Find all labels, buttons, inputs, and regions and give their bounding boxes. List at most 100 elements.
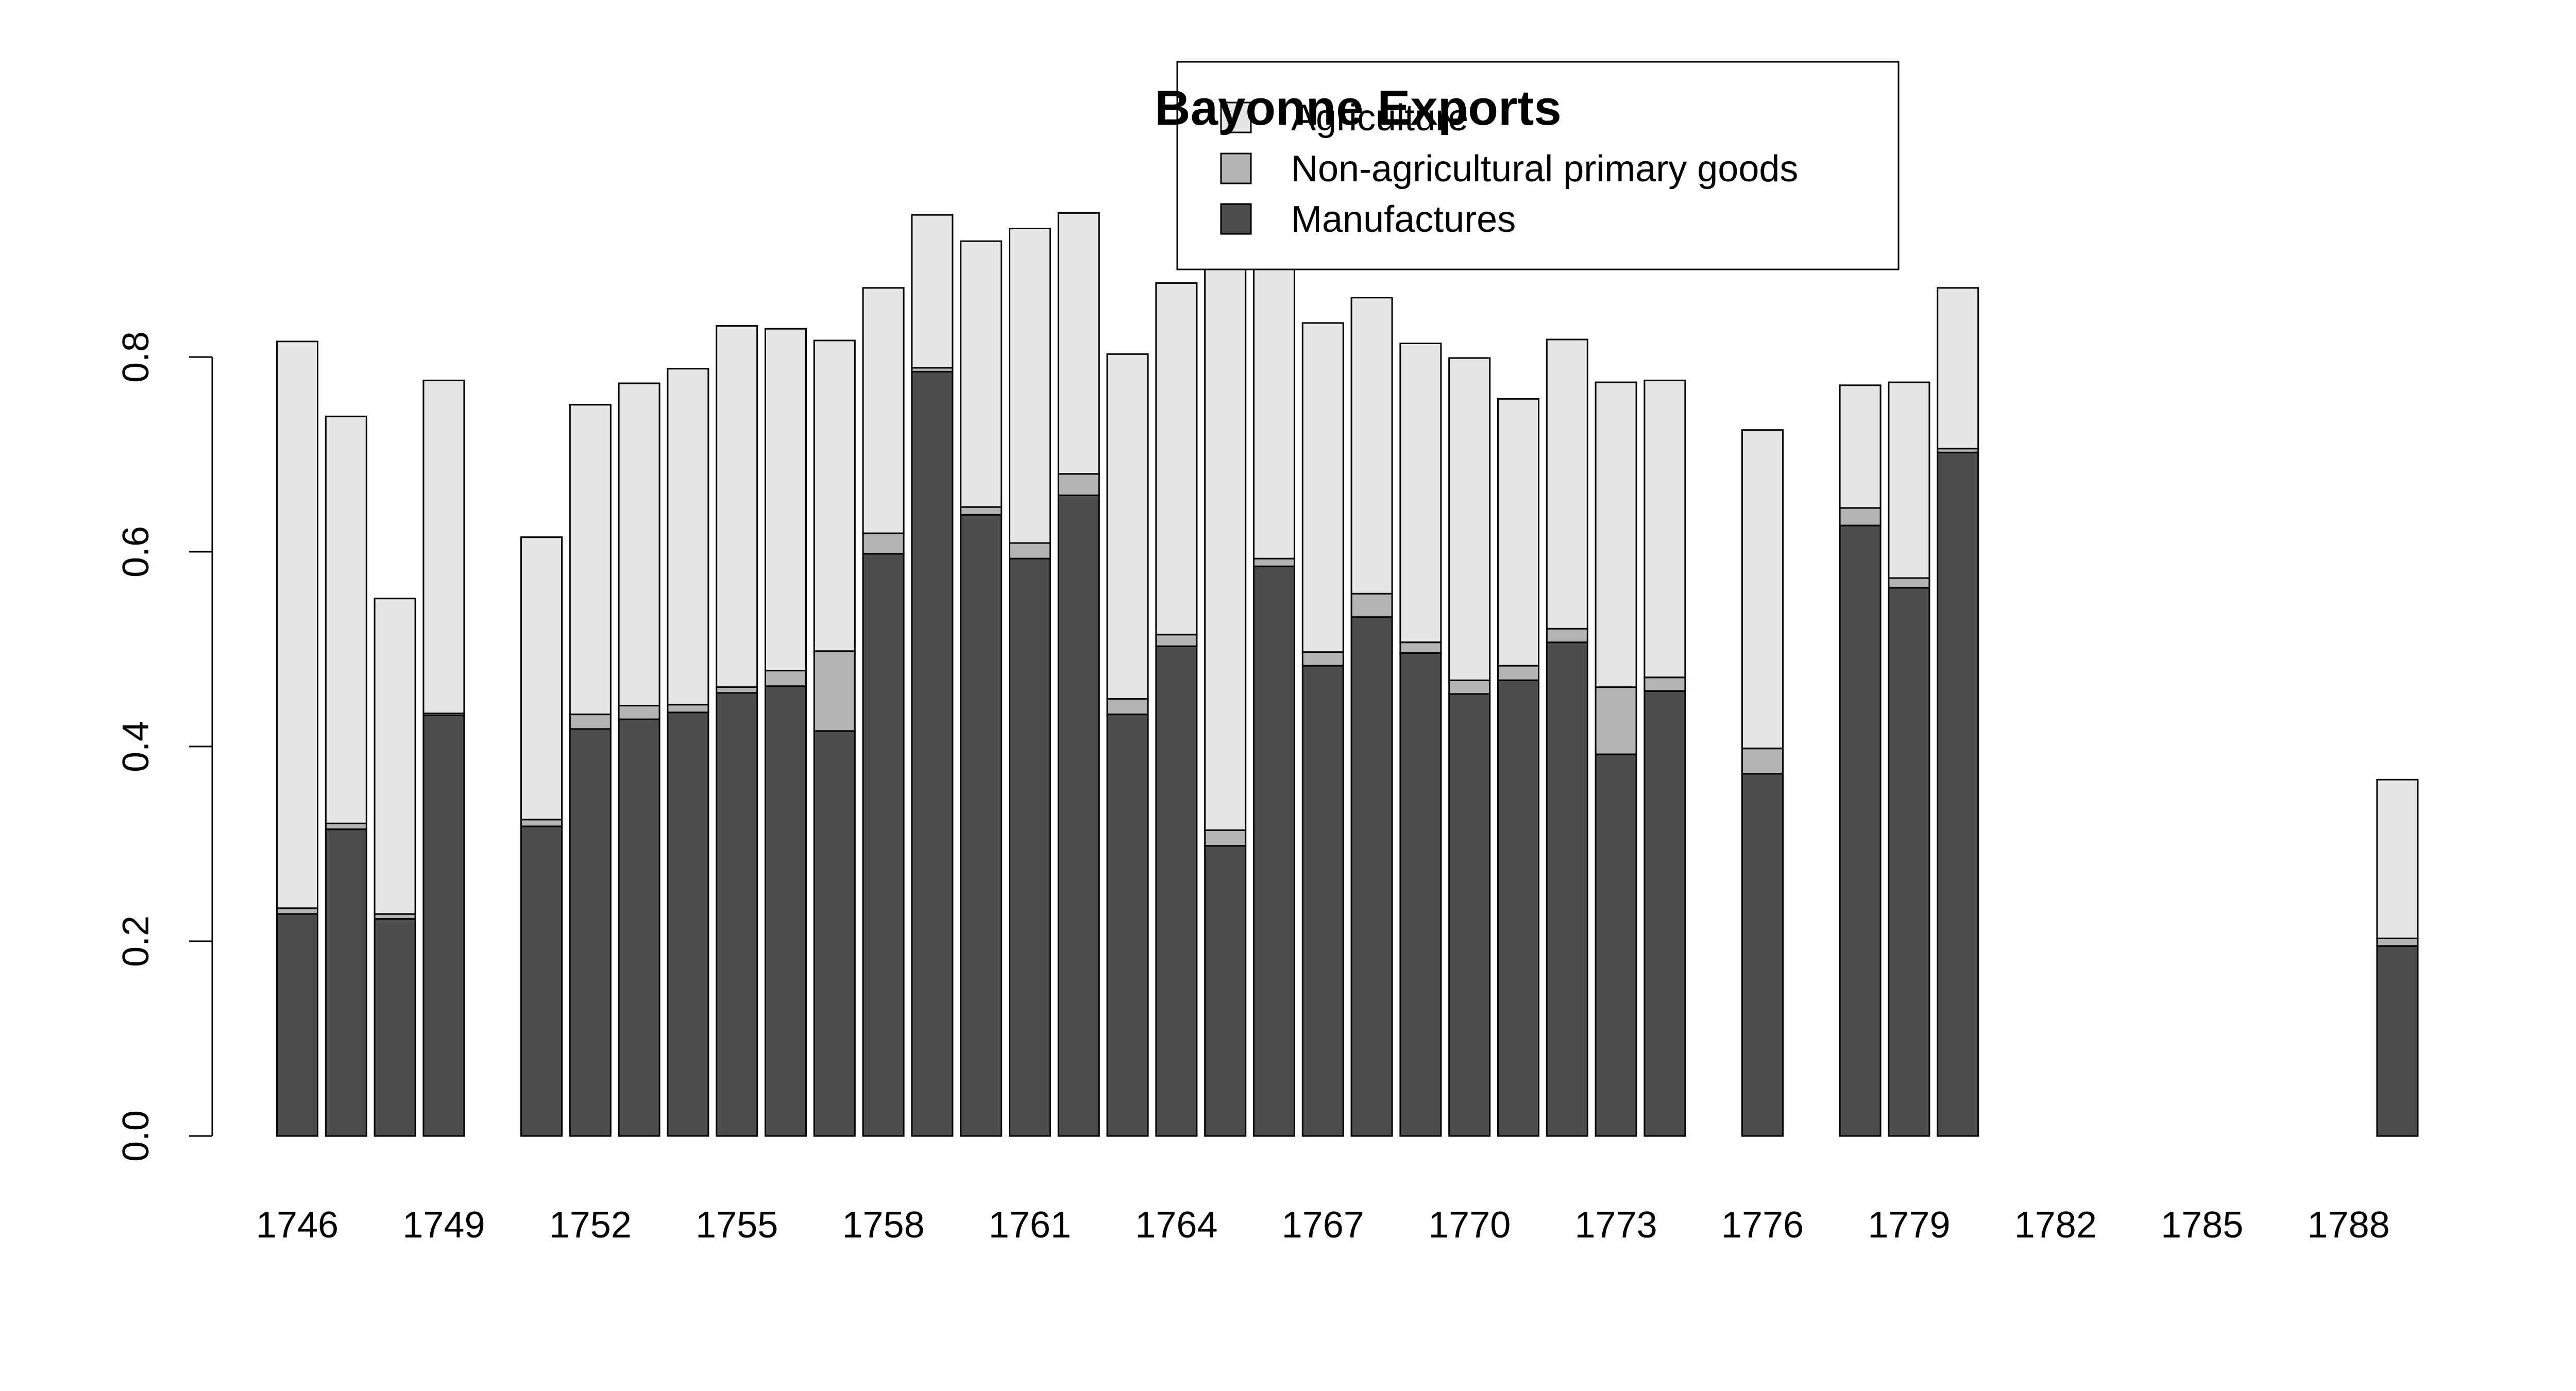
bar-1751-agriculture xyxy=(520,536,563,821)
bar-1762-agriculture xyxy=(1057,212,1100,475)
bar-1753-manufactures xyxy=(618,718,660,1137)
bar-1760-agriculture xyxy=(960,240,1003,508)
bar-1778-manufactures xyxy=(1839,524,1882,1137)
x-tick-label: 1749 xyxy=(402,1205,485,1246)
bar-1770-manufactures xyxy=(1448,693,1491,1137)
bar-1778-agriculture xyxy=(1839,384,1882,509)
x-tick-label: 1767 xyxy=(1282,1205,1364,1246)
bar-1756-manufactures xyxy=(765,685,807,1137)
bar-1760-non-agricultural-primary-goods xyxy=(960,506,1003,516)
bar-1771-non-agricultural-primary-goods xyxy=(1497,665,1539,681)
y-tick-label: 0.8 xyxy=(115,331,157,383)
bar-1761-manufactures xyxy=(1009,557,1051,1137)
bar-1778-non-agricultural-primary-goods xyxy=(1839,507,1882,527)
legend-swatch xyxy=(1220,203,1252,235)
bar-1765-agriculture xyxy=(1204,200,1247,832)
bar-1774-agriculture xyxy=(1643,379,1686,678)
bar-1773-non-agricultural-primary-goods xyxy=(1595,686,1637,755)
bar-1770-agriculture xyxy=(1448,357,1491,681)
bar-1768-non-agricultural-primary-goods xyxy=(1350,592,1393,618)
bar-1759-agriculture xyxy=(911,214,954,369)
bar-1758-manufactures xyxy=(862,553,905,1137)
bar-1764-non-agricultural-primary-goods xyxy=(1155,634,1198,647)
bar-1769-non-agricultural-primary-goods xyxy=(1399,641,1442,654)
bar-1773-manufactures xyxy=(1595,753,1637,1137)
bar-1769-manufactures xyxy=(1399,652,1442,1137)
bar-1760-manufactures xyxy=(960,514,1003,1137)
bar-1764-agriculture xyxy=(1155,282,1198,636)
x-tick-label: 1776 xyxy=(1721,1205,1804,1246)
bar-1754-manufactures xyxy=(667,711,709,1137)
bar-1770-non-agricultural-primary-goods xyxy=(1448,680,1491,695)
x-tick-label: 1752 xyxy=(549,1205,632,1246)
y-tick-label: 0.6 xyxy=(115,526,157,578)
bar-1776-non-agricultural-primary-goods xyxy=(1741,748,1784,775)
bar-1751-non-agricultural-primary-goods xyxy=(520,819,563,827)
bar-1763-agriculture xyxy=(1106,353,1149,700)
bar-1772-non-agricultural-primary-goods xyxy=(1546,627,1588,643)
legend-label: Agriculture xyxy=(1291,97,1468,139)
bar-1756-non-agricultural-primary-goods xyxy=(765,670,807,687)
bar-1757-non-agricultural-primary-goods xyxy=(813,650,856,732)
bar-1768-agriculture xyxy=(1350,297,1393,595)
bar-1763-non-agricultural-primary-goods xyxy=(1106,698,1149,716)
x-tick-label: 1785 xyxy=(2161,1205,2243,1246)
bar-1752-non-agricultural-primary-goods xyxy=(569,714,612,730)
bar-1753-agriculture xyxy=(618,382,660,707)
bar-1772-manufactures xyxy=(1546,641,1588,1137)
bar-1746-manufactures xyxy=(276,913,318,1137)
x-axis: 1746 1749 1752 1755 1758 1761 1764 1767 1770 1773… xyxy=(256,1205,2390,1246)
bar-1751-manufactures xyxy=(520,825,563,1137)
bar-1761-agriculture xyxy=(1009,228,1051,544)
bar-1758-agriculture xyxy=(862,287,905,534)
legend-label: Non-agricultural primary goods xyxy=(1291,148,1798,190)
bar-1763-manufactures xyxy=(1106,714,1149,1137)
bar-1789-non-agricultural-primary-goods xyxy=(2376,937,2419,947)
legend-swatch xyxy=(1220,101,1252,133)
bar-1762-non-agricultural-primary-goods xyxy=(1057,473,1100,496)
bar-1757-manufactures xyxy=(813,730,856,1137)
bar-1767-manufactures xyxy=(1301,665,1344,1137)
bar-1769-agriculture xyxy=(1399,343,1442,643)
bars-group xyxy=(276,200,2419,1137)
bar-1754-agriculture xyxy=(667,368,709,706)
bar-1749-manufactures xyxy=(422,715,465,1137)
bar-1755-manufactures xyxy=(716,692,758,1137)
bar-1774-manufactures xyxy=(1643,690,1686,1137)
bar-1755-agriculture xyxy=(716,325,758,688)
y-tick-label: 0.4 xyxy=(115,721,157,772)
x-tick-label: 1746 xyxy=(256,1205,338,1246)
y-tick-label: 0.0 xyxy=(115,1110,157,1162)
bar-1766-non-agricultural-primary-goods xyxy=(1253,557,1295,567)
bar-1771-agriculture xyxy=(1497,398,1539,667)
bar-1779-manufactures xyxy=(1888,587,1930,1137)
bar-1754-non-agricultural-primary-goods xyxy=(667,704,709,714)
x-tick-label: 1770 xyxy=(1428,1205,1511,1246)
x-tick-label: 1773 xyxy=(1575,1205,1657,1246)
y-axis: 0.0 0.2 0.4 0.6 0.8 xyxy=(115,331,213,1162)
bar-1774-non-agricultural-primary-goods xyxy=(1643,676,1686,692)
legend: Agriculture Non-agricultural primary good… xyxy=(1176,61,1900,270)
y-tick-label: 0.2 xyxy=(115,915,157,967)
x-tick-label: 1782 xyxy=(2014,1205,2097,1246)
bar-1766-manufactures xyxy=(1253,565,1295,1137)
x-tick-label: 1758 xyxy=(842,1205,925,1246)
bar-1747-agriculture xyxy=(325,415,367,824)
bar-1765-non-agricultural-primary-goods xyxy=(1204,829,1247,847)
bar-1764-manufactures xyxy=(1155,645,1198,1137)
bar-1789-manufactures xyxy=(2376,945,2419,1137)
bar-1746-agriculture xyxy=(276,341,318,909)
bar-1752-agriculture xyxy=(569,404,612,716)
bar-1752-manufactures xyxy=(569,728,612,1137)
bar-1749-agriculture xyxy=(422,379,465,715)
bar-1761-non-agricultural-primary-goods xyxy=(1009,542,1051,559)
bar-1767-agriculture xyxy=(1301,322,1344,653)
bar-1779-agriculture xyxy=(1888,381,1930,579)
bar-1768-manufactures xyxy=(1350,616,1393,1137)
bar-1748-agriculture xyxy=(374,598,416,915)
bar-1773-agriculture xyxy=(1595,381,1637,688)
bar-1762-manufactures xyxy=(1057,494,1100,1137)
bar-1776-agriculture xyxy=(1741,429,1784,750)
bar-1779-non-agricultural-primary-goods xyxy=(1888,577,1930,589)
bar-1780-manufactures xyxy=(1937,451,1979,1137)
